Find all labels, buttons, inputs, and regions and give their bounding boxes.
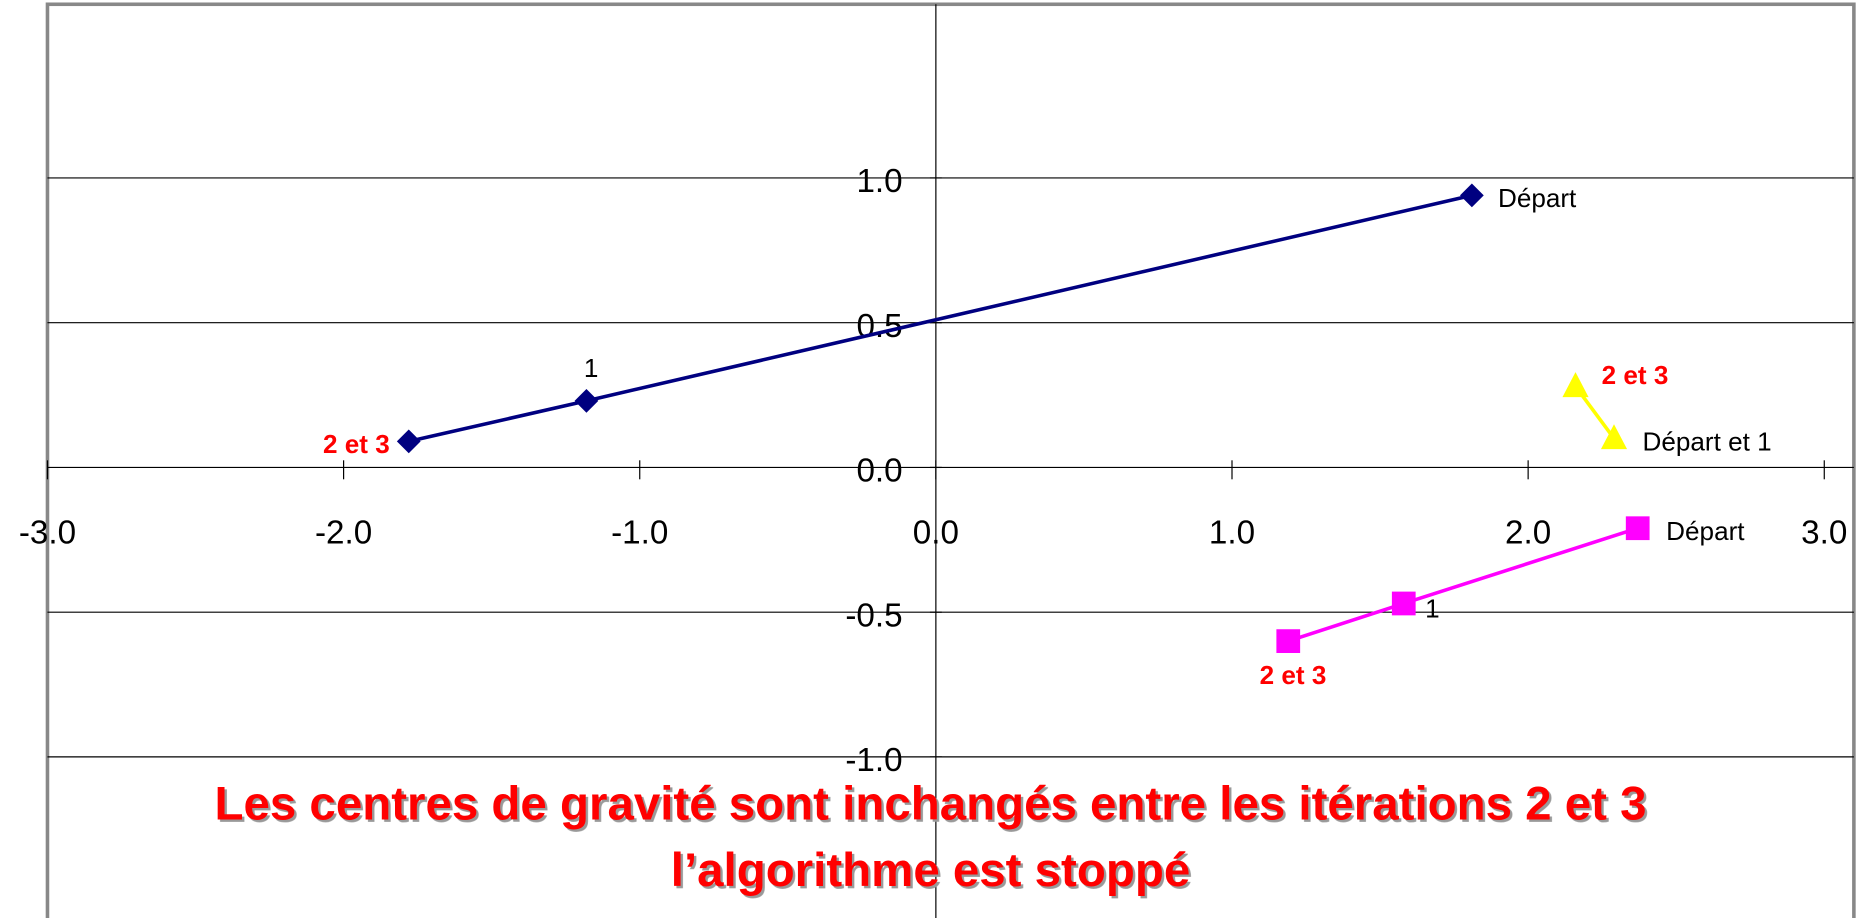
point-label: Départ (1666, 516, 1745, 546)
x-tick-label: -3.0 (19, 514, 76, 551)
y-tick-label: 1.0 (856, 163, 902, 200)
plot-frame (45, 2, 1856, 918)
caption: Les centres de gravité sont inchangés en… (214, 777, 1646, 830)
y-tick-label: 0.5 (856, 308, 902, 345)
caption: l’algorithme est stoppé (671, 844, 1190, 897)
point-label: 1 (1425, 594, 1440, 624)
x-tick-label: 3.0 (1801, 514, 1847, 551)
point-label: 1 (584, 353, 599, 383)
point-label: 2 et 3 (1260, 660, 1327, 690)
y-tick-label: 0.0 (856, 453, 902, 490)
y-tick-label: -1.0 (845, 742, 902, 779)
x-tick-label: 1.0 (1209, 514, 1255, 551)
point (1562, 372, 1589, 398)
y-tick-label: -0.5 (845, 597, 902, 634)
point (1276, 629, 1301, 653)
point (1460, 183, 1484, 208)
point (1600, 424, 1628, 450)
point-label: 2 et 3 (1602, 360, 1669, 390)
x-tick-label: -1.0 (611, 514, 668, 551)
point (1625, 516, 1650, 541)
x-tick-label: 0.0 (913, 514, 959, 551)
x-tick-label: -2.0 (315, 514, 372, 551)
point (1391, 591, 1416, 616)
point-label: 2 et 3 (323, 429, 390, 459)
point-label: Départ et 1 (1642, 426, 1771, 456)
point (574, 388, 599, 413)
point-label: Départ (1498, 183, 1577, 213)
x-tick-label: 2.0 (1505, 514, 1551, 551)
